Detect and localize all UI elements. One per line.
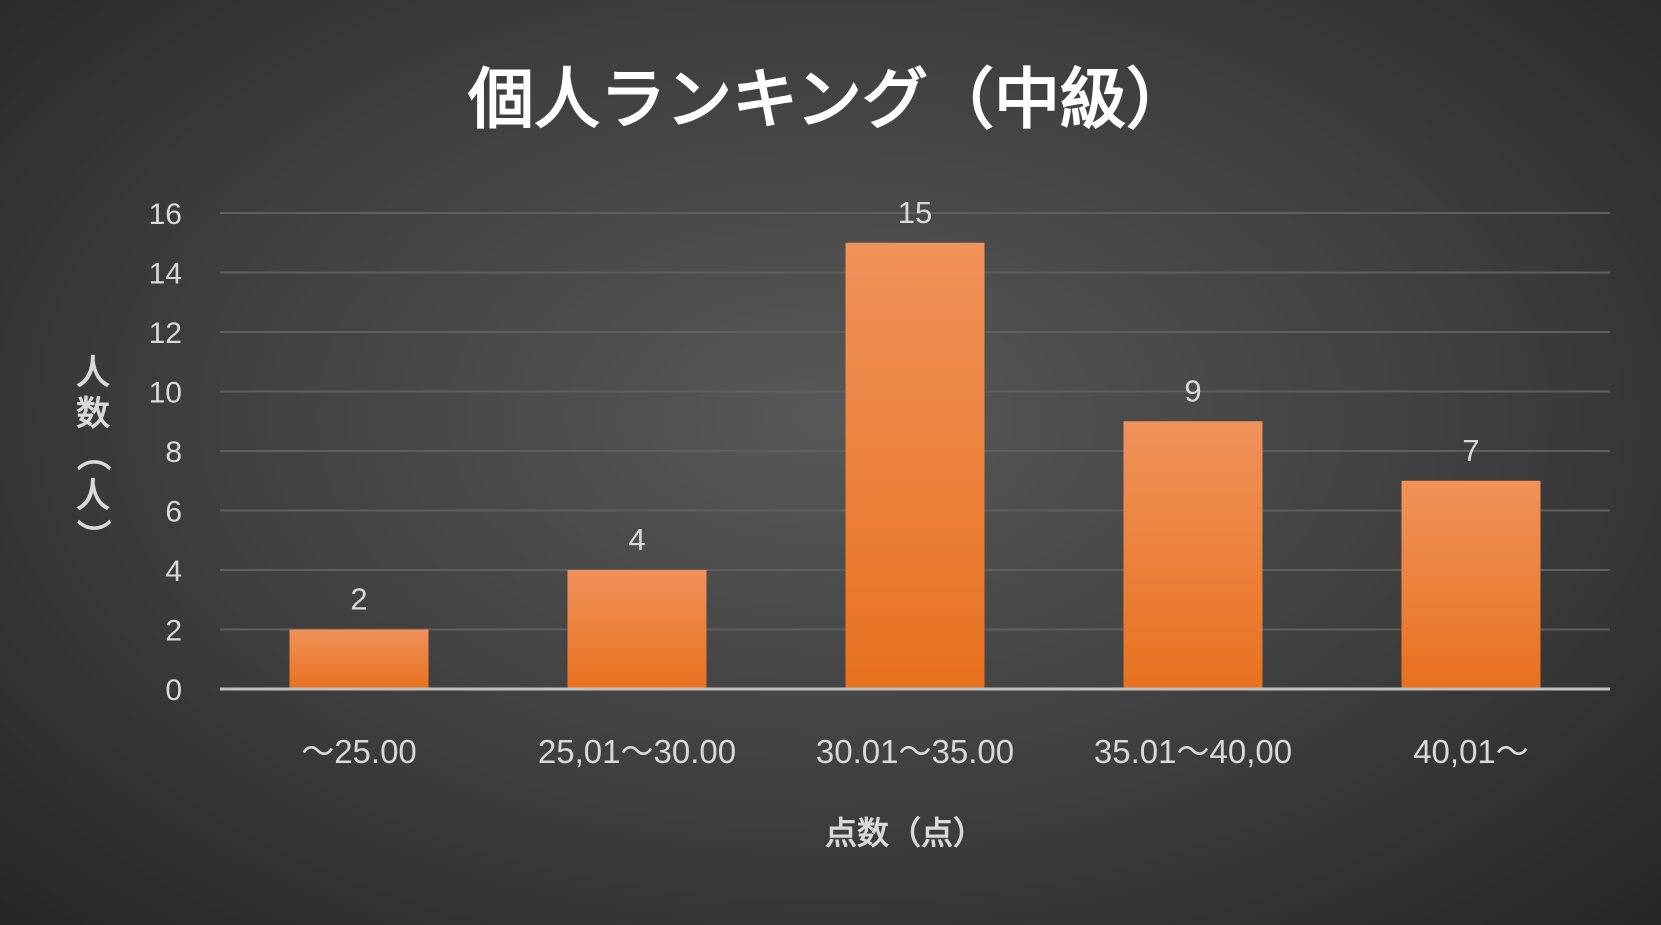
bar (567, 570, 707, 689)
data-label: 15 (898, 195, 932, 230)
x-tick-label: 25,01～30.00 (538, 733, 736, 770)
y-tick-label: 6 (165, 496, 182, 529)
y-tick-label: 10 (149, 377, 182, 410)
bars (289, 242, 1541, 689)
chart-title: 個人ランキング（中級） (467, 61, 1192, 138)
y-tick-label: 16 (149, 198, 182, 231)
x-tick-label: 40,01～ (1413, 733, 1529, 770)
y-tick-label: 0 (165, 674, 182, 707)
x-tick-labels: ～25.00 25,01～30.00 30.01～35.00 35.01～40,00 4… (301, 733, 1529, 770)
data-labels: 2 4 15 9 7 (350, 195, 1479, 617)
y-axis-title-char: 人 (76, 353, 110, 393)
y-axis-title: 人数（人） (72, 353, 112, 553)
y-axis-title-char: 人 (76, 476, 110, 516)
y-tick-label: 8 (165, 436, 182, 469)
data-label: 4 (628, 522, 645, 557)
y-axis-title-char: 数 (76, 394, 110, 434)
y-axis-title-char: （ (72, 437, 112, 471)
bar (1401, 480, 1541, 689)
y-axis-title-char: ） (72, 519, 112, 553)
y-tick-label: 4 (165, 555, 182, 588)
data-label: 9 (1184, 373, 1201, 408)
y-tick-labels: 0 2 4 6 8 10 12 14 16 (149, 198, 182, 707)
x-tick-label: 30.01～35.00 (816, 733, 1014, 770)
x-tick-label: 35.01～40,00 (1094, 733, 1292, 770)
bar (289, 629, 429, 689)
y-tick-label: 2 (165, 615, 182, 648)
bar (1123, 421, 1263, 689)
bar (845, 242, 985, 689)
data-label: 7 (1462, 433, 1479, 468)
x-axis-title: 点数（点） (825, 814, 985, 852)
x-tick-label: ～25.00 (301, 733, 417, 770)
y-tick-label: 12 (149, 317, 182, 350)
y-tick-label: 14 (149, 258, 182, 291)
data-label: 2 (350, 582, 367, 617)
